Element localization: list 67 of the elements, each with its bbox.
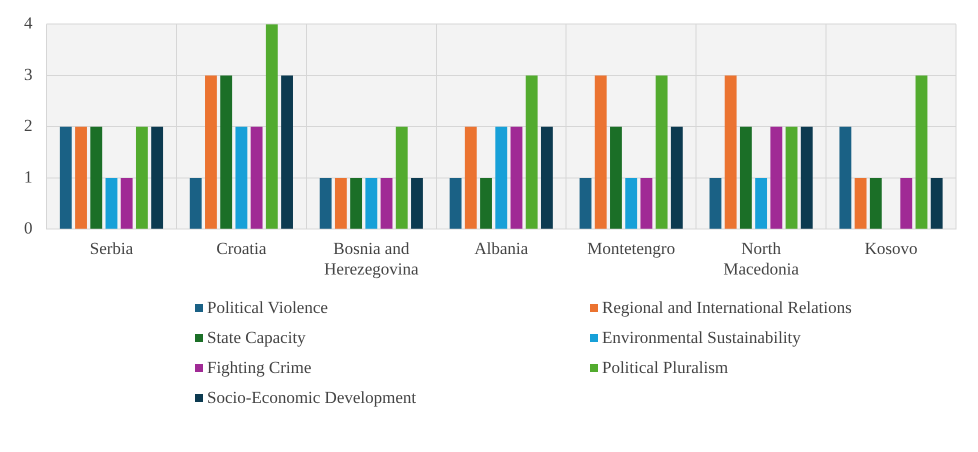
bar bbox=[120, 178, 133, 229]
bar bbox=[625, 178, 638, 229]
legend-label: Political Violence bbox=[207, 298, 328, 318]
bar bbox=[670, 126, 683, 229]
bar bbox=[540, 126, 553, 229]
bar bbox=[900, 178, 912, 229]
bar bbox=[710, 178, 722, 229]
bar bbox=[281, 75, 293, 229]
bar bbox=[190, 178, 202, 229]
bar bbox=[350, 178, 362, 229]
bar bbox=[839, 126, 852, 229]
legend-label: State Capacity bbox=[207, 328, 306, 348]
bar bbox=[755, 178, 768, 229]
bar bbox=[594, 75, 607, 229]
bar bbox=[916, 75, 928, 229]
bar bbox=[235, 126, 248, 229]
bar bbox=[320, 178, 332, 229]
bar bbox=[75, 126, 87, 229]
y-tick-label: 2 bbox=[24, 116, 32, 136]
x-tick-label: Croatia bbox=[216, 238, 267, 258]
bar bbox=[870, 178, 882, 229]
y-tick-label: 4 bbox=[24, 14, 33, 33]
bar bbox=[250, 126, 263, 229]
bar bbox=[740, 126, 752, 229]
bar bbox=[380, 178, 392, 229]
bar bbox=[411, 178, 423, 229]
x-tick-label: Kosovo bbox=[864, 238, 918, 258]
bar bbox=[205, 75, 217, 229]
y-tick-label: 3 bbox=[24, 64, 32, 84]
bar bbox=[510, 126, 522, 229]
bar bbox=[786, 126, 798, 229]
bar bbox=[396, 126, 408, 229]
y-tick-label: 0 bbox=[24, 218, 32, 238]
bar bbox=[854, 178, 867, 229]
bar bbox=[450, 178, 462, 229]
x-tick-label: Serbia bbox=[90, 238, 134, 258]
legend-label: Socio-Economic Development bbox=[207, 388, 416, 408]
bar bbox=[60, 126, 72, 229]
bar bbox=[724, 75, 737, 229]
bar bbox=[480, 178, 492, 229]
bar bbox=[610, 126, 622, 229]
bar bbox=[464, 126, 477, 229]
legend-label: Fighting Crime bbox=[207, 358, 312, 378]
legend-label: Environmental Sustainability bbox=[602, 328, 801, 348]
bar bbox=[580, 178, 592, 229]
bar bbox=[106, 178, 118, 229]
legend-label: Regional and International Relations bbox=[602, 298, 852, 318]
bar bbox=[656, 75, 668, 229]
x-tick-label: Bosnia and Herezegovina bbox=[324, 238, 419, 278]
bar bbox=[220, 75, 232, 229]
x-tick-label: Albania bbox=[474, 238, 529, 258]
bar bbox=[640, 178, 652, 229]
legend-label: Political Pluralism bbox=[602, 358, 728, 378]
bar bbox=[365, 178, 378, 229]
x-tick-label: Montetengro bbox=[587, 238, 676, 258]
bar bbox=[495, 126, 508, 229]
bar bbox=[770, 126, 782, 229]
bar bbox=[800, 126, 813, 229]
y-tick-label: 1 bbox=[24, 167, 32, 186]
bar bbox=[266, 24, 278, 229]
bar bbox=[334, 178, 347, 229]
bar bbox=[930, 178, 943, 229]
bar bbox=[90, 126, 102, 229]
bar bbox=[526, 75, 538, 229]
bar bbox=[151, 126, 164, 229]
x-tick-label: North Macedonia bbox=[723, 238, 800, 278]
bar bbox=[136, 126, 148, 229]
